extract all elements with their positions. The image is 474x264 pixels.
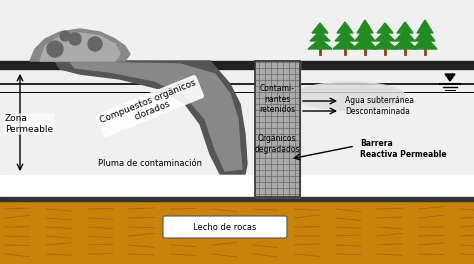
Polygon shape xyxy=(333,38,357,49)
Polygon shape xyxy=(308,39,332,49)
Bar xyxy=(0,0,474,174)
Text: Agua subterránea
Descontaminada: Agua subterránea Descontaminada xyxy=(345,96,414,116)
Text: Lecho de rocas: Lecho de rocas xyxy=(193,223,257,232)
Text: Barrera
Reactiva Permeable: Barrera Reactiva Permeable xyxy=(360,139,447,159)
Polygon shape xyxy=(377,23,393,33)
Polygon shape xyxy=(30,29,130,61)
Circle shape xyxy=(69,33,81,45)
Polygon shape xyxy=(70,62,242,171)
Circle shape xyxy=(47,41,63,57)
Text: Compuestos orgánicos
clorados: Compuestos orgánicos clorados xyxy=(99,78,201,134)
Text: Zona
Permeable: Zona Permeable xyxy=(5,114,53,134)
Polygon shape xyxy=(415,28,435,41)
Polygon shape xyxy=(335,30,355,41)
Bar xyxy=(255,61,300,197)
Polygon shape xyxy=(310,31,330,41)
Ellipse shape xyxy=(295,82,405,110)
Polygon shape xyxy=(312,23,328,33)
Polygon shape xyxy=(373,39,397,49)
Bar xyxy=(255,61,300,197)
Polygon shape xyxy=(353,36,377,49)
FancyBboxPatch shape xyxy=(163,216,287,238)
Polygon shape xyxy=(445,74,455,81)
Polygon shape xyxy=(417,20,433,33)
Bar xyxy=(0,197,474,201)
Polygon shape xyxy=(393,38,417,49)
Polygon shape xyxy=(55,61,247,174)
Polygon shape xyxy=(413,36,437,49)
Polygon shape xyxy=(375,31,395,41)
Text: Contami-
nantes
retenidos: Contami- nantes retenidos xyxy=(259,84,295,114)
Text: Orgánicos
degradados: Orgánicos degradados xyxy=(254,134,300,154)
Polygon shape xyxy=(395,30,415,41)
Circle shape xyxy=(88,37,102,51)
Polygon shape xyxy=(337,22,353,33)
Text: Pluma de contaminación: Pluma de contaminación xyxy=(98,159,202,168)
Polygon shape xyxy=(397,22,413,33)
Polygon shape xyxy=(357,20,373,33)
Bar xyxy=(0,199,474,264)
Polygon shape xyxy=(40,33,120,61)
Circle shape xyxy=(60,31,70,41)
Bar xyxy=(0,61,474,69)
Polygon shape xyxy=(355,28,375,41)
